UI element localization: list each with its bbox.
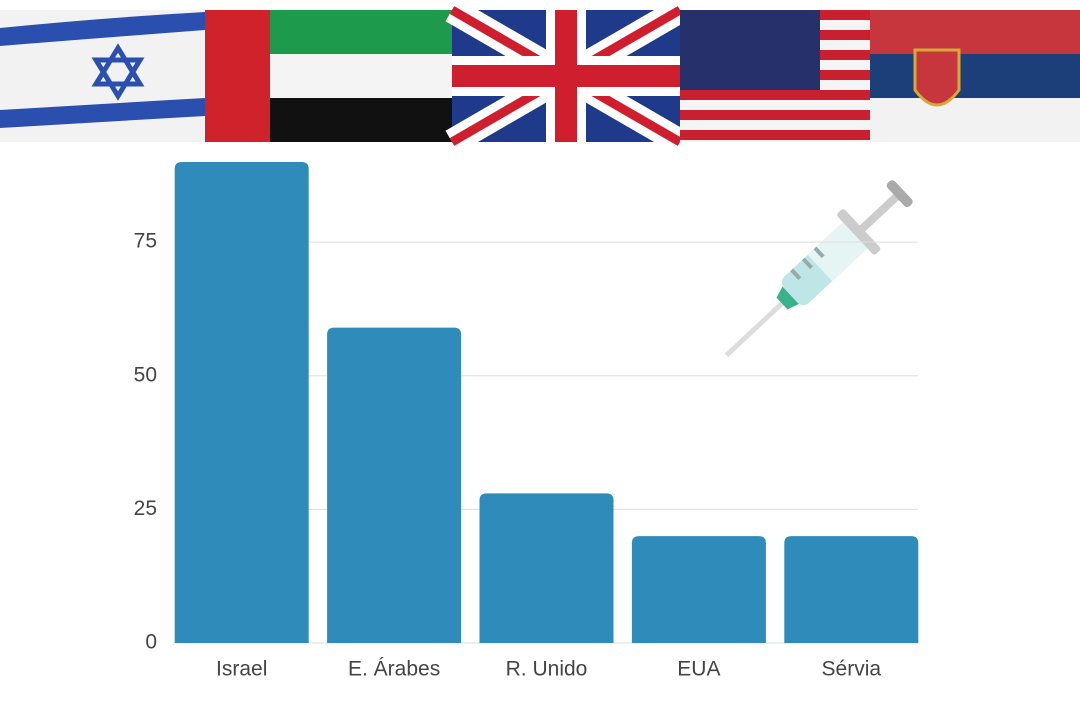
flag-uae-green <box>270 10 452 54</box>
x-tick-label: E. Árabes <box>348 658 440 681</box>
flag-serbia-red <box>870 10 1080 54</box>
y-tick-label: 75 <box>134 230 157 253</box>
bar <box>327 327 462 643</box>
flag-uae-black <box>270 98 452 142</box>
x-tick-label: Israel <box>216 658 267 681</box>
flag-usa-canton <box>680 10 820 90</box>
y-tick-label: 50 <box>134 363 157 386</box>
flag-serbia-white <box>870 98 1080 142</box>
syringe-icon <box>724 180 913 358</box>
flag-banner <box>0 0 1080 154</box>
y-tick-label: 0 <box>145 631 157 654</box>
flag-serbia-blue <box>870 54 1080 98</box>
bar <box>479 493 614 643</box>
x-tick-label: R. Unido <box>506 658 588 681</box>
flag-serbia-coat <box>913 48 961 107</box>
flag-uk-cross-red <box>452 10 680 142</box>
flag-uae-red <box>205 10 270 142</box>
x-tick-label: EUA <box>677 658 720 681</box>
flag-stripe <box>0 98 205 128</box>
flag-star <box>91 43 145 101</box>
y-tick-label: 25 <box>134 497 157 520</box>
bar <box>174 162 309 643</box>
bar <box>784 536 919 643</box>
x-tick-label: Sérvia <box>822 658 882 681</box>
flag-stripe <box>0 12 205 46</box>
flag-uae-white <box>270 54 452 98</box>
bar <box>631 536 766 643</box>
